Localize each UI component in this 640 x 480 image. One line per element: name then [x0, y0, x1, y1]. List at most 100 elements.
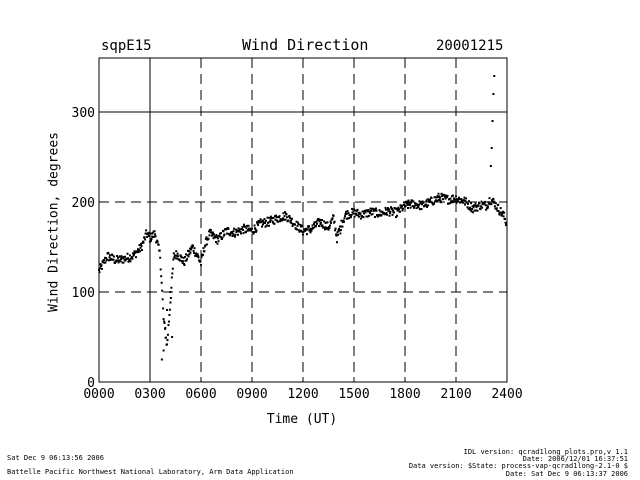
- data-point: [175, 254, 178, 257]
- data-point: [373, 208, 375, 211]
- data-point: [403, 203, 406, 206]
- data-point: [182, 256, 185, 259]
- data-point: [340, 219, 343, 222]
- data-point: [211, 234, 213, 237]
- data-point: [207, 230, 210, 233]
- data-point: [269, 220, 271, 223]
- data-point: [336, 231, 339, 234]
- chart-title: Wind Direction: [242, 36, 369, 54]
- data-point: [257, 220, 260, 223]
- data-point: [417, 206, 420, 209]
- data-point: [157, 243, 160, 246]
- data-point: [279, 220, 281, 223]
- data-point: [131, 257, 134, 260]
- data-point: [418, 203, 420, 206]
- data-point: [172, 252, 175, 255]
- data-point: [181, 261, 184, 264]
- data-point: [440, 201, 442, 204]
- data-point: [389, 210, 392, 213]
- data-point: [179, 259, 182, 262]
- data-point: [152, 230, 155, 233]
- data-point: [120, 258, 122, 261]
- data-point: [222, 230, 225, 233]
- data-point: [234, 235, 236, 238]
- data-point: [252, 232, 255, 235]
- outlier-point: [489, 165, 492, 167]
- data-point: [129, 260, 132, 263]
- data-point: [186, 258, 188, 261]
- data-point: [116, 255, 118, 258]
- data-point: [105, 256, 107, 259]
- data-point: [316, 222, 318, 225]
- data-point: [356, 208, 359, 211]
- data-point: [215, 241, 217, 244]
- data-point: [199, 260, 202, 263]
- data-point: [387, 210, 390, 213]
- data-point: [401, 205, 403, 208]
- data-point: [350, 213, 353, 216]
- data-point: [192, 245, 195, 248]
- data-point: [192, 249, 195, 252]
- data-point: [319, 222, 322, 225]
- data-point: [203, 245, 206, 248]
- data-point: [242, 228, 244, 231]
- data-point: [487, 201, 490, 204]
- data-point: [472, 211, 474, 214]
- data-point: [457, 200, 459, 203]
- data-point: [307, 226, 310, 229]
- data-point: [422, 201, 425, 204]
- data-point: [445, 194, 447, 197]
- data-point: [272, 221, 274, 224]
- data-point: [146, 235, 149, 238]
- data-point: [166, 343, 168, 346]
- data-point: [472, 206, 475, 209]
- data-point: [238, 230, 240, 233]
- chart-date: 20001215: [436, 38, 504, 54]
- data-point: [153, 230, 156, 233]
- data-point: [117, 256, 119, 259]
- data-point: [437, 192, 440, 195]
- data-point: [256, 221, 258, 224]
- data-point: [407, 206, 409, 209]
- data-point: [210, 229, 212, 232]
- data-point: [334, 227, 337, 230]
- data-point: [410, 201, 412, 204]
- data-point: [503, 211, 506, 214]
- data-point: [369, 211, 371, 214]
- data-point: [367, 209, 370, 212]
- data-point: [450, 201, 453, 204]
- data-point: [154, 235, 157, 238]
- data-point: [466, 201, 468, 204]
- data-point: [440, 192, 443, 195]
- data-point: [259, 220, 261, 223]
- data-point: [366, 215, 369, 218]
- data-point: [158, 249, 161, 252]
- data-point: [261, 225, 263, 228]
- data-point: [103, 259, 105, 262]
- data-point: [493, 205, 496, 208]
- data-point: [297, 223, 300, 226]
- data-point: [439, 199, 442, 202]
- data-point: [208, 234, 211, 237]
- data-point: [407, 199, 410, 202]
- data-point: [159, 268, 162, 271]
- data-point: [392, 209, 394, 212]
- data-point: [500, 211, 503, 214]
- data-point: [110, 258, 113, 261]
- data-point: [168, 313, 171, 316]
- data-point: [425, 199, 428, 202]
- data-point: [119, 260, 122, 263]
- data-point: [246, 224, 248, 227]
- data-point: [303, 228, 305, 231]
- data-point: [257, 223, 259, 226]
- data-point: [466, 206, 469, 209]
- data-point: [449, 197, 452, 200]
- data-point: [291, 225, 294, 228]
- data-point: [295, 220, 298, 223]
- data-point: [398, 208, 400, 211]
- footer-data-date: Date: Sat Dec 9 06:13:37 2006: [505, 470, 628, 478]
- data-point: [411, 199, 413, 202]
- data-point: [114, 262, 116, 265]
- data-point: [370, 209, 372, 212]
- data-point: [396, 214, 398, 217]
